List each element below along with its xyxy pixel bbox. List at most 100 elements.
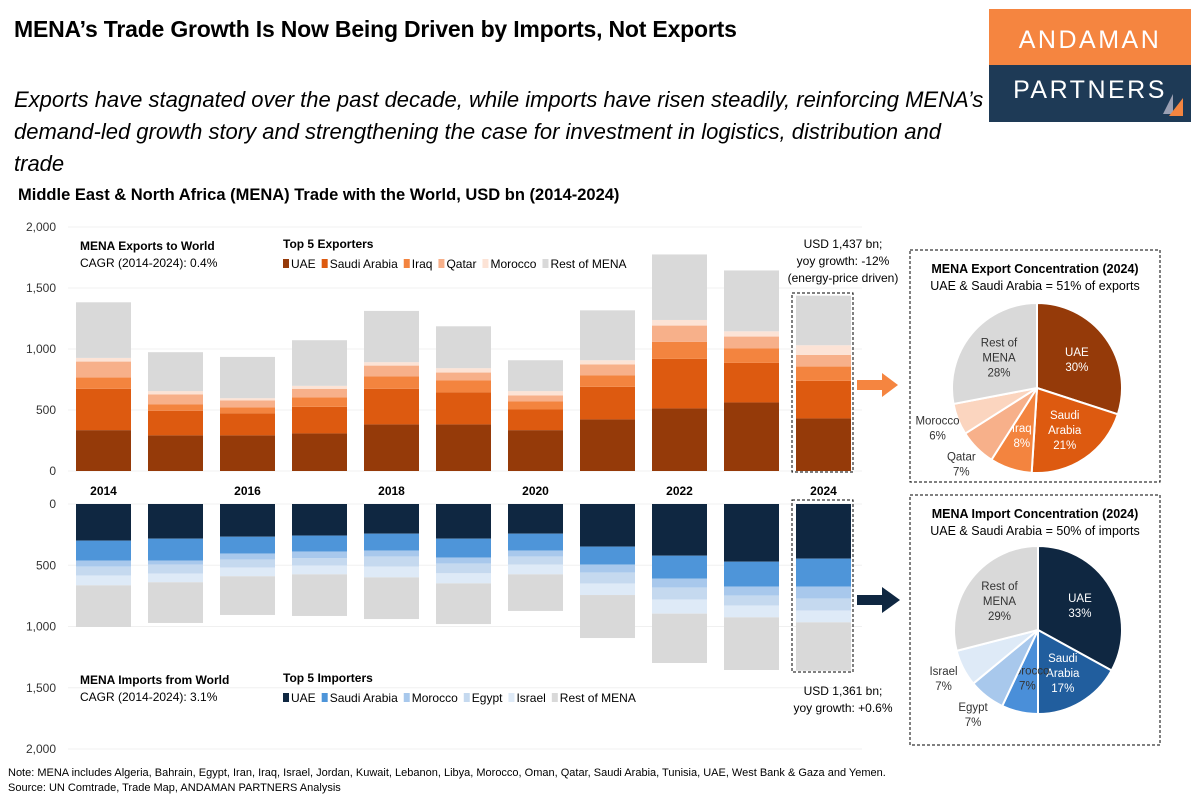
legend-title: Top 5 Exporters — [283, 237, 374, 251]
bar-segment-2016-saudi-arabia — [220, 413, 275, 436]
pie-slice-rest-of-mena — [951, 301, 1038, 406]
pie-label: MENA — [983, 596, 1017, 608]
y-tick-label: 0 — [49, 464, 56, 478]
bar-segment-2023-uae — [724, 402, 779, 471]
bar-segment-2020-rest-of-mena — [508, 574, 563, 611]
bar-segment-2016-saudi-arabia — [220, 536, 275, 554]
pie-slice-uae — [1036, 301, 1123, 416]
legend-label: Rest of MENA — [550, 257, 626, 271]
panel-title: MENA Imports from World — [80, 673, 229, 687]
bar-segment-2022-saudi-arabia — [652, 555, 707, 579]
pie-box — [909, 249, 1161, 483]
pie-label: UAE — [1068, 593, 1092, 605]
bar-segment-2021-iraq — [580, 375, 635, 387]
bar-segment-2019-uae — [436, 504, 491, 539]
bar-segment-2020-iraq — [508, 401, 563, 410]
legend-label: Saudi Arabia — [330, 257, 398, 271]
pie-label: Israel — [929, 666, 957, 678]
bar-segment-2014-iraq — [76, 377, 131, 389]
bar-segment-2023-morocco — [724, 331, 779, 337]
bar-segment-2016-morocco — [220, 553, 275, 560]
x-tick-label: 2018 — [378, 484, 405, 498]
y-tick-label: 1,000 — [26, 620, 56, 634]
pie-label: 30% — [1065, 362, 1088, 374]
x-tick-label: 2016 — [234, 484, 261, 498]
pie-title: MENA Export Concentration (2024) — [931, 262, 1138, 276]
pie-box — [909, 494, 1161, 746]
legend-label: Iraq — [412, 257, 433, 271]
bar-segment-2016-morocco — [220, 398, 275, 401]
bar-segment-2019-egypt — [436, 563, 491, 574]
pie-label: Saudi — [1048, 653, 1077, 665]
bar-segment-2014-morocco — [76, 560, 131, 567]
bar-segment-2022-morocco — [652, 578, 707, 588]
bar-segment-2019-morocco — [436, 368, 491, 373]
pie-label: MENA — [982, 353, 1016, 365]
legend-swatch — [542, 259, 549, 268]
bar-segment-2014-israel — [76, 575, 131, 586]
bar-segment-2019-rest-of-mena — [436, 583, 491, 625]
bar-segment-2014-uae — [76, 430, 131, 471]
bar-segment-2023-saudi-arabia — [724, 561, 779, 587]
bar-segment-2023-saudi-arabia — [724, 362, 779, 403]
legend-swatch — [438, 259, 445, 268]
bar-segment-2017-uae — [292, 433, 347, 471]
bar-segment-2020-uae — [508, 430, 563, 471]
pie-label: 7% — [953, 467, 970, 479]
pie-label: Rest of — [981, 581, 1018, 593]
legend-swatch — [482, 259, 489, 268]
bar-segment-2021-rest-of-mena — [580, 310, 635, 361]
arrow-right-icon — [857, 587, 900, 613]
page-subtitle: Exports have stagnated over the past dec… — [14, 84, 994, 180]
bar-segment-2018-saudi-arabia — [364, 533, 419, 551]
highlight-box-imports-2024 — [791, 499, 854, 673]
pie-label: 33% — [1068, 608, 1091, 620]
bar-segment-2019-iraq — [436, 380, 491, 393]
x-tick-label: 2022 — [666, 484, 693, 498]
legend-swatch — [508, 693, 515, 702]
y-tick-label: 500 — [36, 403, 56, 417]
logo-line-1: ANDAMAN — [989, 9, 1191, 65]
bar-segment-2018-saudi-arabia — [364, 388, 419, 425]
bar-segment-2020-saudi-arabia — [508, 533, 563, 551]
bar-segment-2022-morocco — [652, 319, 707, 326]
bar-segment-2024-israel — [796, 610, 851, 623]
bar-segment-2017-rest-of-mena — [292, 574, 347, 616]
bar-segment-2022-rest-of-mena — [652, 613, 707, 664]
legend-swatch — [283, 259, 289, 268]
bar-segment-2015-rest-of-mena — [148, 582, 203, 623]
bar-segment-2016-egypt — [220, 559, 275, 568]
bar-segment-2018-qatar — [364, 365, 419, 377]
bar-segment-2014-saudi-arabia — [76, 388, 131, 431]
subtitle-line-1: Exports have stagnated over the past dec… — [14, 87, 984, 112]
x-tick-label: 2024 — [810, 484, 837, 498]
y-tick-label: 2,000 — [26, 220, 56, 234]
bar-segment-2020-rest-of-mena — [508, 360, 563, 392]
bar-segment-2018-rest-of-mena — [364, 310, 419, 363]
legend-swatch — [403, 259, 410, 268]
bar-segment-2021-israel — [580, 583, 635, 596]
bar-segment-2022-rest-of-mena — [652, 254, 707, 320]
bar-segment-2021-morocco — [580, 564, 635, 573]
highlight-box-exports-2024 — [791, 292, 854, 473]
bar-segment-2016-qatar — [220, 400, 275, 408]
note-text: Note: MENA includes Algeria, Bahrain, Eg… — [8, 767, 886, 779]
bar-segment-2014-egypt — [76, 566, 131, 576]
pie-slice-rest-of-mena — [953, 544, 1039, 653]
bar-segment-2024-egypt — [796, 598, 851, 611]
bar-segment-2015-egypt — [148, 564, 203, 574]
pie-label: 8% — [1013, 438, 1030, 450]
bar-segment-2019-rest-of-mena — [436, 326, 491, 369]
bar-segment-2019-morocco — [436, 557, 491, 564]
bar-segment-2024-saudi-arabia — [796, 558, 851, 587]
pie-label: 7% — [965, 717, 982, 729]
bar-segment-2017-saudi-arabia — [292, 406, 347, 434]
bar-segment-2022-israel — [652, 599, 707, 614]
legend-label: Rest of MENA — [560, 691, 636, 705]
bar-segment-2024-iraq — [796, 366, 851, 381]
x-tick-label: 2020 — [522, 484, 549, 498]
import-annotation: yoy growth: +0.6% — [793, 701, 892, 715]
bar-segment-2024-uae — [796, 418, 851, 471]
bar-segment-2019-qatar — [436, 372, 491, 381]
